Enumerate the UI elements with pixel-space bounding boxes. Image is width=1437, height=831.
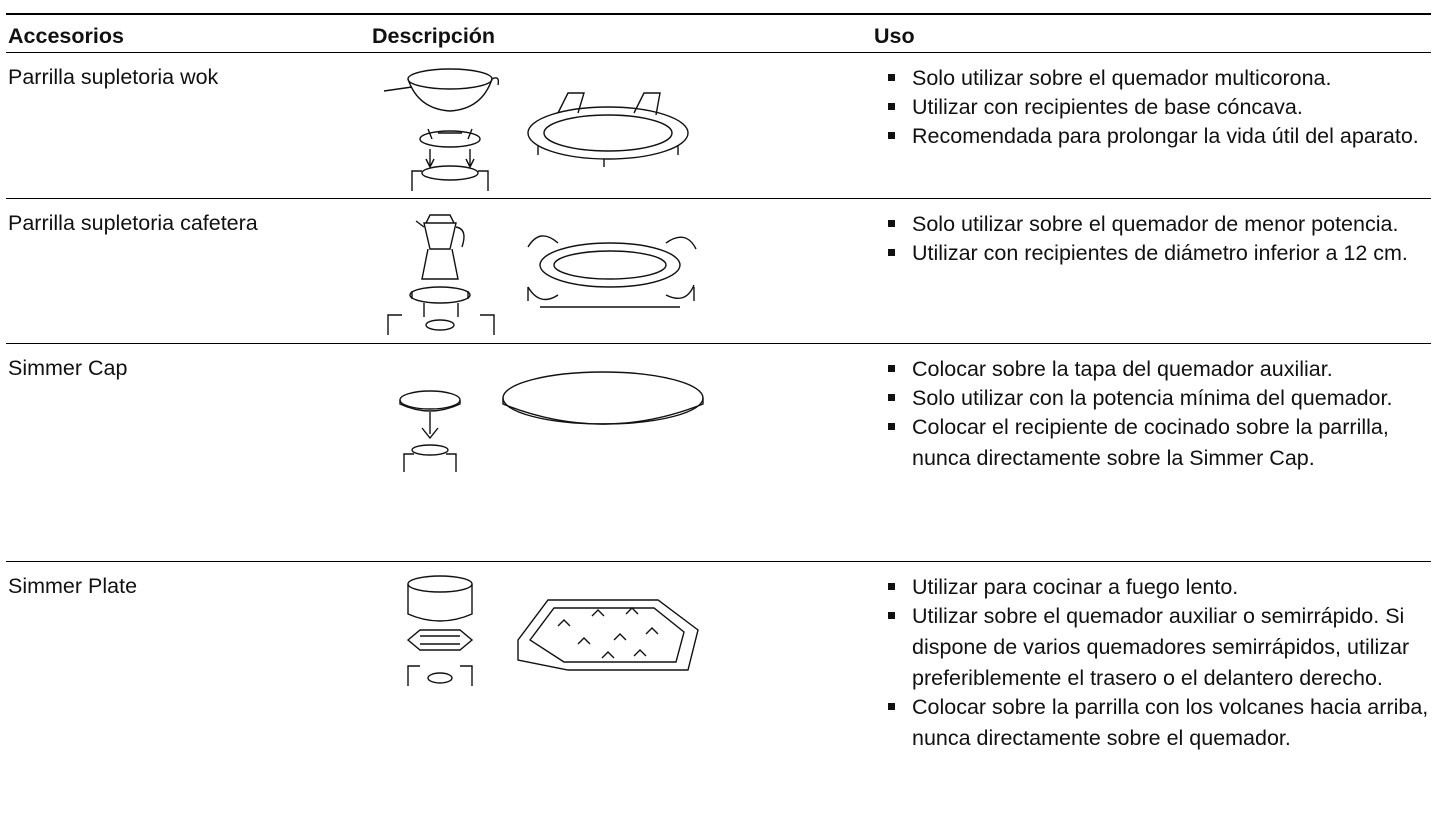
- usage-list: Colocar sobre la tapa del quemador auxil…: [874, 356, 1429, 474]
- usage-item: Utilizar sobre el quemador auxiliar o se…: [874, 601, 1429, 694]
- simmer-cap-illustration: [399, 371, 704, 472]
- usage-item: Solo utilizar sobre el quemador multicor…: [874, 63, 1429, 94]
- simmer-plate-illustration: [406, 575, 699, 686]
- cafetera-illustration: [387, 214, 697, 335]
- row: Simmer Cap Colocar sobre la tapa del que…: [6, 344, 1431, 562]
- usage-item: Colocar sobre la tapa del quemador auxil…: [874, 354, 1429, 385]
- usage-item: Colocar el recipiente de cocinado sobre …: [874, 412, 1429, 474]
- usage-list: Solo utilizar sobre el quemador multicor…: [874, 65, 1429, 152]
- accessory-name: Parrilla supletoria cafetera: [8, 211, 258, 235]
- accessory-name: Simmer Cap: [8, 356, 128, 380]
- header-row: Accesorios Descripción Uso: [6, 15, 1431, 53]
- usage-item: Recomendada para prolongar la vida útil …: [874, 121, 1429, 152]
- accessory-name: Simmer Plate: [8, 574, 138, 598]
- wok-illustration: [383, 68, 689, 191]
- header-cell: Descripción: [372, 24, 496, 48]
- usage-item: Utilizar con recipientes de diámetro inf…: [874, 238, 1429, 269]
- header-cell: Uso: [874, 24, 915, 48]
- accessories-table: Accesorios Descripción Uso Parrilla supl…: [6, 13, 1431, 831]
- usage-list: Solo utilizar sobre el quemador de menor…: [874, 211, 1429, 269]
- usage-item: Utilizar para cocinar a fuego lento.: [874, 572, 1429, 603]
- row: Parrilla supletoria wok Solo utilizar so…: [6, 53, 1431, 199]
- accessory-name: Parrilla supletoria wok: [8, 65, 219, 89]
- usage-item: Solo utilizar con la potencia mínima del…: [874, 383, 1429, 414]
- usage-list: Utilizar para cocinar a fuego lento. Util…: [874, 574, 1429, 754]
- header-cell: Accesorios: [8, 24, 124, 48]
- usage-item: Utilizar con recipientes de base cóncava…: [874, 92, 1429, 123]
- row: Parrilla supletoria cafetera Solo utiliz…: [6, 199, 1431, 344]
- row: Simmer Plate Utilizar para cocinar a fue…: [6, 562, 1431, 831]
- usage-item: Solo utilizar sobre el quemador de menor…: [874, 209, 1429, 240]
- usage-item: Colocar sobre la parrilla con los volcan…: [874, 692, 1429, 754]
